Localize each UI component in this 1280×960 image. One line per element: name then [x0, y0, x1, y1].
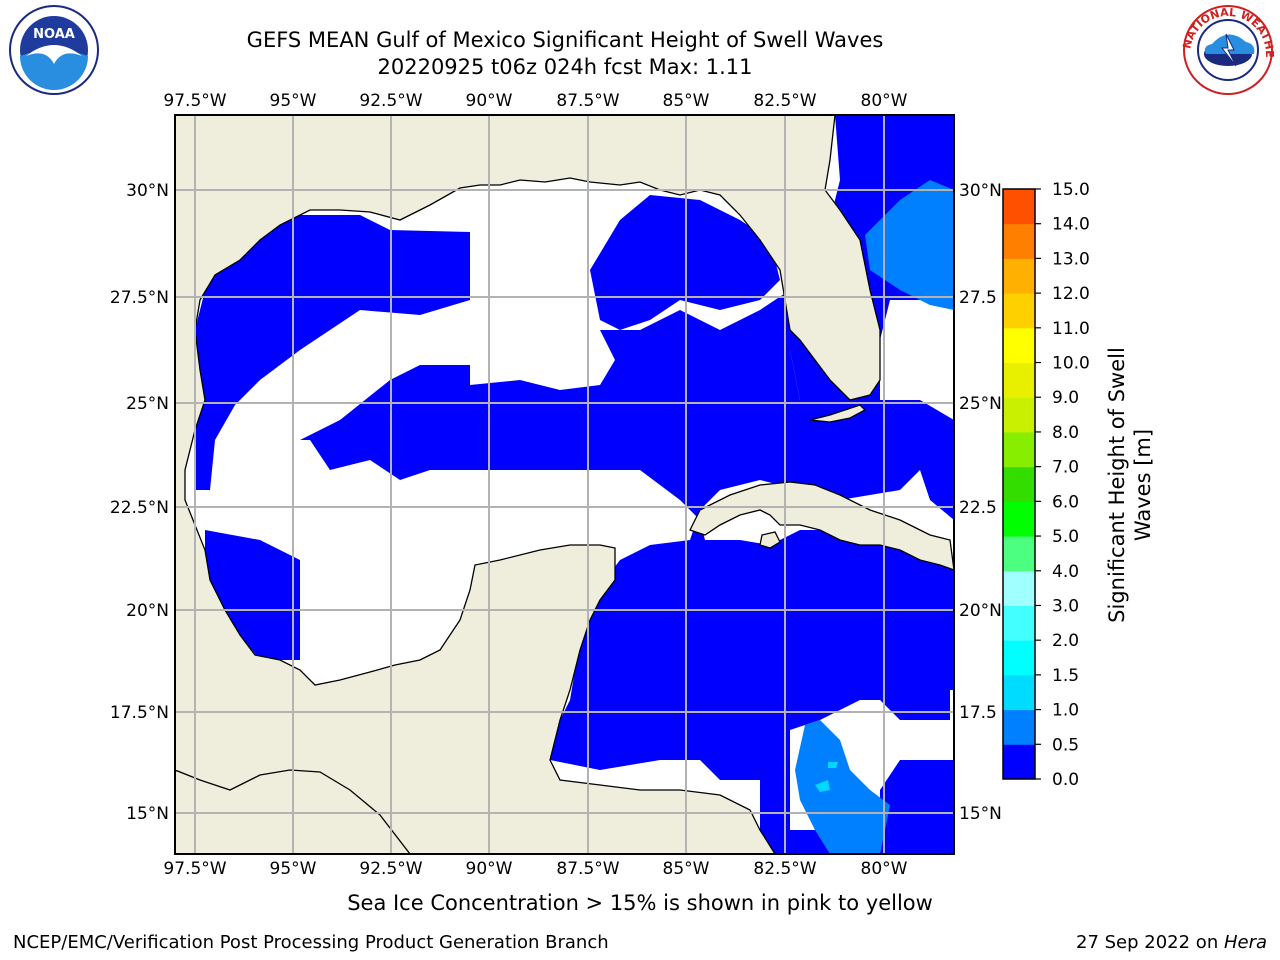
lat-label: 22.5°N	[110, 498, 169, 518]
colorbar-tick-label: 3.0	[1052, 596, 1079, 616]
lon-label: 82.5°W	[753, 859, 816, 879]
lat-labels-right: 30°N 27.5 25°N 22.5 20°N 17.5 15°N	[959, 181, 1002, 824]
lon-label: 92.5°W	[359, 91, 422, 111]
nws-logo: NATIONAL WEATHER SERVICE	[1176, 4, 1276, 95]
lon-label: 95°W	[270, 91, 317, 111]
lon-label: 92.5°W	[359, 859, 422, 879]
colorbar-segment	[1003, 674, 1035, 711]
lon-label: 95°W	[270, 859, 317, 879]
lat-label: 30°N	[959, 181, 1002, 201]
colorbar-segment	[1003, 258, 1035, 294]
lat-label: 27.5°N	[110, 288, 169, 308]
lon-label: 80°W	[861, 91, 908, 111]
colorbar-tick-label: 11.0	[1052, 319, 1090, 339]
colorbar-segment	[1003, 189, 1035, 225]
colorbar-tick-label: 8.0	[1052, 423, 1079, 443]
colorbar-segment	[1003, 293, 1035, 329]
colorbar-segment	[1003, 605, 1035, 641]
footer-date: 27 Sep 2022 on Hera	[1076, 932, 1267, 953]
colorbar-tick-label: 9.0	[1052, 388, 1079, 408]
colorbar-tick-label: 1.0	[1052, 701, 1079, 721]
footer-host: Hera	[1223, 932, 1267, 953]
colorbar-tick-label: 2.0	[1052, 631, 1079, 651]
lon-labels-top: 97.5°W 95°W 92.5°W 90°W 87.5°W 85°W 82.5…	[163, 91, 907, 111]
lon-label: 90°W	[466, 859, 513, 879]
lat-label: 20°N	[959, 601, 1002, 621]
lat-label: 27.5	[959, 288, 997, 308]
colorbar-label-line1: Significant Height of Swell	[1105, 347, 1129, 623]
lon-label: 85°W	[663, 859, 710, 879]
colorbar-segment	[1003, 640, 1035, 676]
lon-label: 82.5°W	[753, 91, 816, 111]
lon-label: 97.5°W	[163, 91, 226, 111]
colorbar-segment	[1003, 327, 1035, 364]
colorbar-segment	[1003, 570, 1035, 606]
land-areas	[175, 115, 954, 854]
colorbar-segment	[1003, 431, 1035, 468]
colorbar-tick-label: 15.0	[1052, 180, 1090, 200]
colorbar-tick-label: 4.0	[1052, 562, 1079, 582]
colorbar-segment	[1003, 709, 1035, 745]
colorbar-label-line2: Waves [m]	[1131, 429, 1155, 541]
lat-label: 15°N	[959, 804, 1002, 824]
lat-label: 17.5	[959, 703, 997, 723]
lat-label: 22.5	[959, 498, 997, 518]
footer-date-text: 27 Sep 2022 on	[1076, 932, 1224, 953]
lon-label: 97.5°W	[163, 859, 226, 879]
colorbar-tick-label: 12.0	[1052, 284, 1090, 304]
lon-label: 80°W	[861, 859, 908, 879]
sea-ice-note: Sea Ice Concentration > 15% is shown in …	[347, 891, 933, 915]
colorbar-tick-label: 10.0	[1052, 354, 1090, 374]
colorbar-segment	[1003, 536, 1035, 572]
lon-label: 85°W	[663, 91, 710, 111]
colorbar-tick-label: 6.0	[1052, 492, 1079, 512]
lat-label: 30°N	[126, 181, 169, 201]
colorbar-segment	[1003, 466, 1035, 502]
colorbar: 0.0 0.5 1.0 1.5 2.0 3.0 4.0 5.0 6.0 7.0 8.0 9.0 10.0…	[1002, 180, 1090, 790]
colorbar-tick-label: 13.0	[1052, 249, 1090, 269]
lat-label: 15°N	[126, 804, 169, 824]
colorbar-frame	[1002, 188, 1036, 780]
noaa-logo-text: NOAA	[33, 27, 75, 42]
lat-labels-left: 30°N 27.5°N 25°N 22.5°N 20°N 17.5°N 15°N	[110, 181, 169, 824]
lon-label: 87.5°W	[556, 859, 619, 879]
colorbar-segment	[1003, 397, 1035, 433]
lat-label: 17.5°N	[110, 703, 169, 723]
lon-label: 87.5°W	[556, 91, 619, 111]
colorbar-tick-label: 0.5	[1052, 735, 1079, 755]
lat-label: 25°N	[126, 394, 169, 414]
noaa-logo: NOAA	[9, 5, 99, 95]
lon-label: 90°W	[466, 91, 513, 111]
colorbar-segment	[1003, 501, 1035, 537]
map-frame	[174, 114, 955, 855]
map-title: GEFS MEAN Gulf of Mexico Significant Hei…	[246, 28, 884, 52]
colorbar-tick-label: 5.0	[1052, 527, 1079, 547]
colorbar-tick-label: 7.0	[1052, 458, 1079, 478]
footer-credit: NCEP/EMC/Verification Post Processing Pr…	[13, 932, 609, 953]
map-subtitle: 20220925 t06z 024h fcst Max: 1.11	[377, 55, 753, 79]
lat-label: 25°N	[959, 394, 1002, 414]
colorbar-segment	[1003, 362, 1035, 398]
colorbar-tick-label: 14.0	[1052, 215, 1090, 235]
colorbar-segment	[1003, 744, 1035, 780]
swell-1.0-1.5-region	[815, 762, 838, 792]
colorbar-tick-label: 0.0	[1052, 770, 1079, 790]
colorbar-segment	[1003, 223, 1035, 259]
colorbar-tick-label: 1.5	[1052, 666, 1079, 686]
lon-labels-bottom: 97.5°W 95°W 92.5°W 90°W 87.5°W 85°W 82.5…	[163, 859, 907, 879]
lat-label: 20°N	[126, 601, 169, 621]
map-gridlines	[175, 115, 954, 854]
